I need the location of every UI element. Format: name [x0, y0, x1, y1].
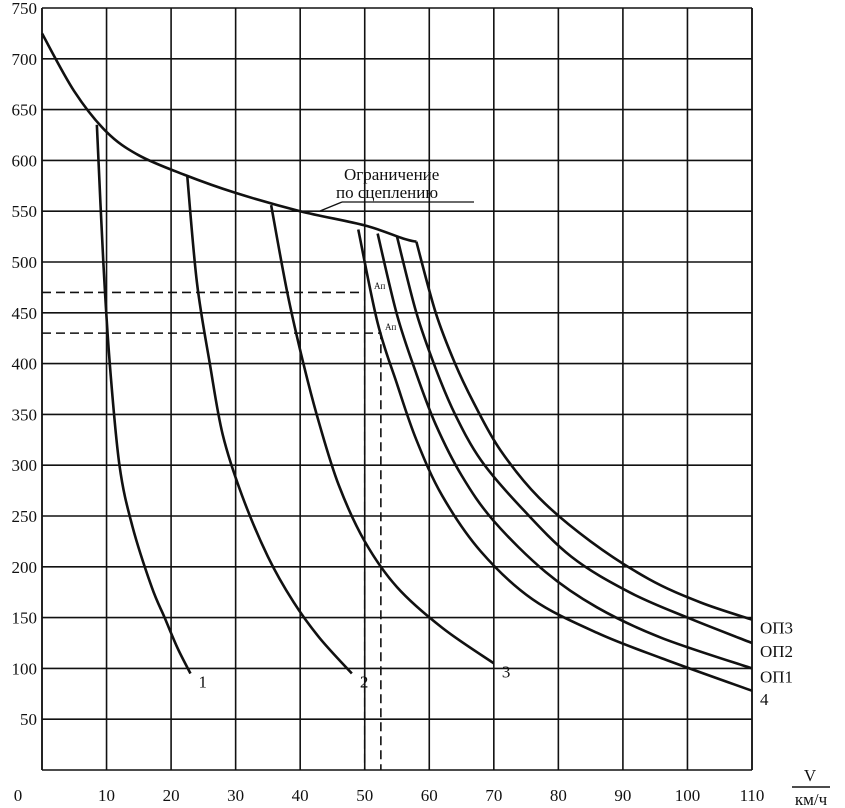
x-tick-label-10: 10	[98, 786, 115, 805]
adhesion-label-line2: по сцеплению	[336, 183, 438, 202]
adhesion-leader-line	[319, 201, 343, 212]
series-line-4	[269, 204, 495, 665]
x-tick-label-70: 70	[485, 786, 502, 805]
y-tick-label-750: 750	[12, 0, 38, 18]
dashed-guide-1	[42, 291, 366, 770]
series-line-5	[357, 229, 753, 692]
x-axis-label: V	[804, 766, 817, 785]
y-tick-label-450: 450	[12, 304, 38, 323]
y-tick-label-100: 100	[12, 659, 38, 678]
series-lines	[40, 32, 753, 692]
series-labels: 1 2 3 4 ОП1 ОП2 ОП3	[198, 619, 793, 709]
x-tick-label-90: 90	[614, 786, 631, 805]
point-label-a1: Aп	[374, 281, 385, 291]
series-line-8	[415, 241, 753, 621]
series-label-7: ОП3	[760, 619, 793, 638]
x-tick-label-110: 110	[740, 786, 765, 805]
y-tick-label-150: 150	[12, 609, 38, 628]
x-tick-label-100: 100	[675, 786, 701, 805]
series-line-2	[95, 124, 192, 675]
y-tick-label-300: 300	[12, 456, 38, 475]
series-label-6: ОП2	[760, 642, 793, 661]
x-tick-label-0: 0	[14, 786, 23, 805]
x-tick-labels: 0 10 20 30 40 50 60 70 80 90 100 110	[14, 786, 765, 805]
series-label-2: 2	[360, 672, 369, 691]
x-tick-label-40: 40	[292, 786, 309, 805]
y-tick-label-600: 600	[12, 151, 38, 170]
dashed-guide-2	[42, 332, 382, 770]
x-tick-label-80: 80	[550, 786, 567, 805]
y-tick-label-400: 400	[12, 355, 38, 374]
y-tick-label-250: 250	[12, 507, 38, 526]
y-tick-label-650: 650	[12, 101, 38, 120]
series-line-6	[376, 233, 753, 670]
y-tick-label-500: 500	[12, 253, 38, 272]
x-tick-label-20: 20	[163, 786, 180, 805]
series-label-3: 3	[502, 662, 511, 681]
series-line-1	[40, 32, 417, 243]
series-line-3	[185, 175, 353, 675]
y-tick-label-550: 550	[12, 202, 38, 221]
y-tick-label-50: 50	[20, 710, 37, 729]
series-label-1: 1	[198, 672, 207, 691]
x-tick-label-50: 50	[356, 786, 373, 805]
adhesion-label-line1: Ограничение	[344, 165, 439, 184]
point-label-a2: Aп	[385, 322, 396, 332]
series-label-4: 4	[760, 690, 769, 709]
series-label-5: ОП1	[760, 667, 793, 686]
y-tick-label-350: 350	[12, 405, 38, 424]
y-tick-label-700: 700	[12, 50, 38, 69]
x-axis-unit: км/ч	[795, 790, 828, 808]
y-tick-labels: 50 100 150 200 250 300 350 400 450 500 550 600 650 70…	[12, 0, 38, 729]
y-tick-label-200: 200	[12, 558, 38, 577]
series-line-7	[395, 236, 753, 645]
x-tick-label-30: 30	[227, 786, 244, 805]
x-tick-label-60: 60	[421, 786, 438, 805]
grid	[41, 7, 753, 771]
